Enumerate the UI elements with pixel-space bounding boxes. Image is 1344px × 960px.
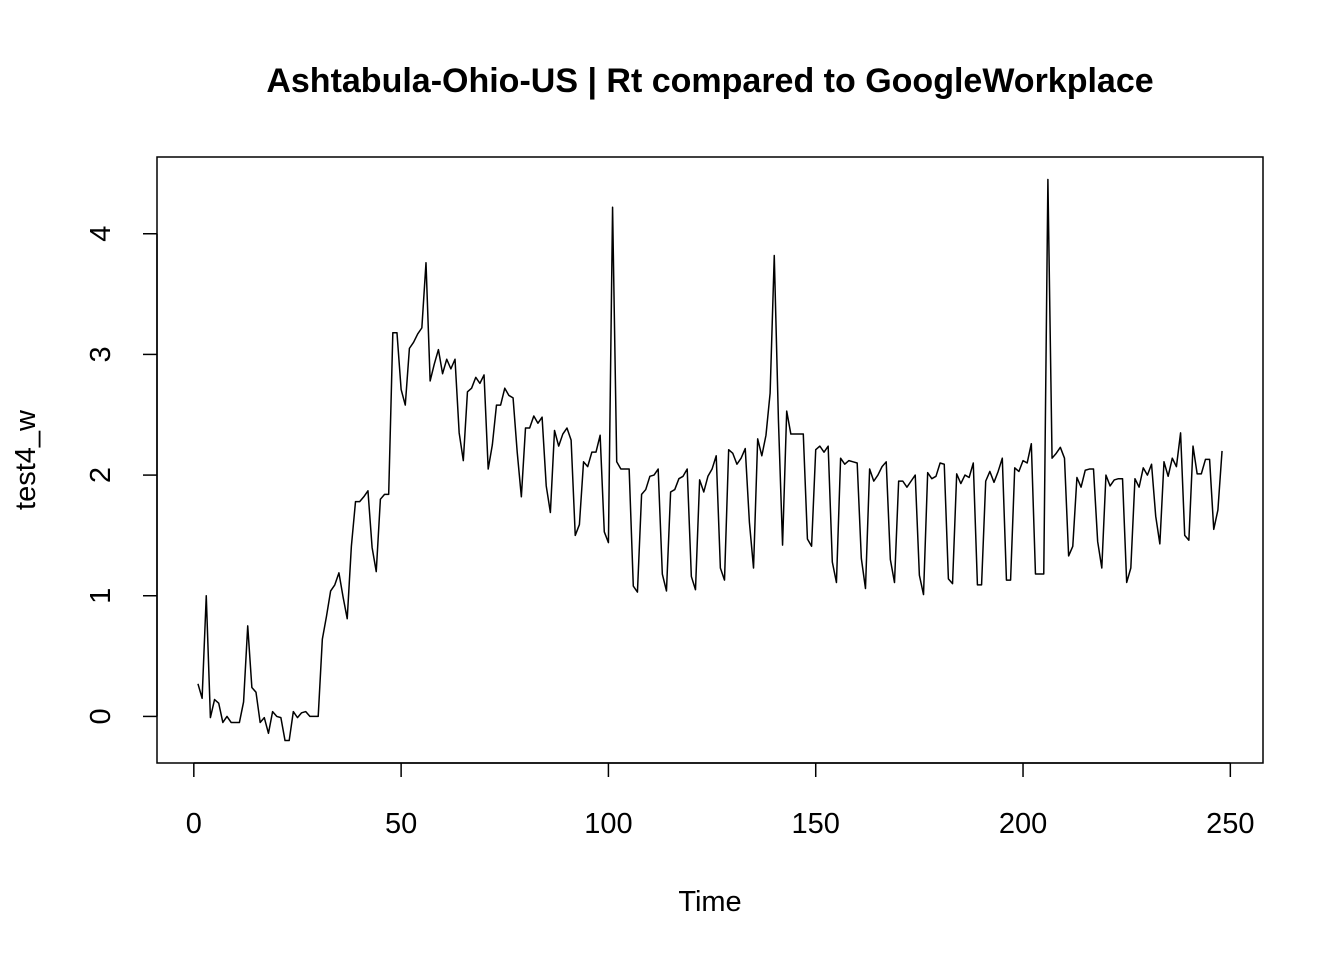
x-tick-label: 250 bbox=[1206, 808, 1254, 840]
x-axis-label: Time bbox=[678, 886, 741, 918]
y-tick-label: 4 bbox=[85, 226, 117, 242]
x-tick-label: 150 bbox=[792, 808, 840, 840]
y-tick-label: 1 bbox=[85, 588, 117, 604]
y-axis-label: test4_w bbox=[10, 409, 42, 510]
x-tick-label: 50 bbox=[385, 808, 417, 840]
plot-frame bbox=[156, 156, 1264, 764]
y-tick-label: 2 bbox=[85, 467, 117, 483]
y-tick-label: 0 bbox=[85, 708, 117, 724]
data-line bbox=[197, 178, 1223, 742]
chart-title: Ashtabula-Ohio-US | Rt compared to Googl… bbox=[266, 62, 1153, 100]
x-tick-label: 200 bbox=[999, 808, 1047, 840]
x-tick-label: 100 bbox=[584, 808, 632, 840]
y-tick-label: 3 bbox=[85, 346, 117, 362]
x-tick-label: 0 bbox=[186, 808, 202, 840]
